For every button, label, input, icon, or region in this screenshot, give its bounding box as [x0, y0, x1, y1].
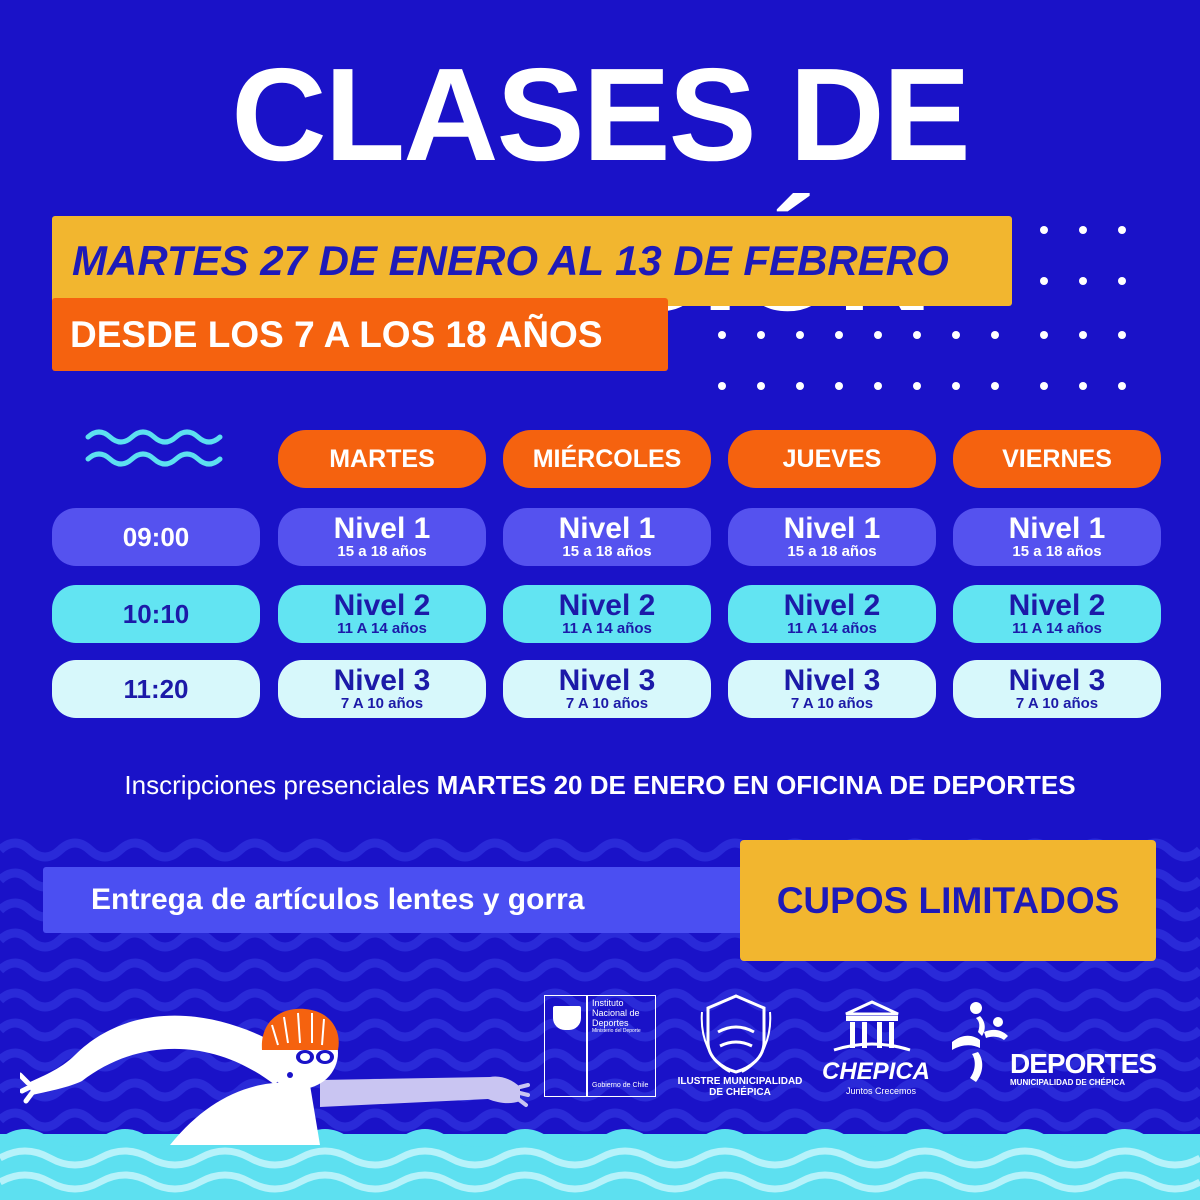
schedule-cell: Nivel 1 15 a 18 años [503, 508, 711, 566]
schedule-cell: Nivel 2 11 A 14 años [953, 585, 1161, 643]
age-range: 15 a 18 años [787, 543, 877, 560]
waves-icon [85, 429, 223, 467]
day-header-miercoles: MIÉRCOLES [503, 430, 711, 488]
swimmer-illustration [20, 1008, 530, 1145]
chepica-temple-icon [833, 1000, 911, 1052]
ind-line1: Instituto [592, 998, 624, 1008]
ind-logo: Instituto Nacional de Deportes Ministeri… [544, 995, 656, 1097]
age-range: 7 A 10 años [790, 695, 874, 712]
age-range: 15 a 18 años [337, 543, 427, 560]
deportes-sub: MUNICIPALIDAD DE CHÉPICA [1010, 1078, 1125, 1087]
age-range: 7 A 10 años [565, 695, 649, 712]
ind-bottom: Gobierno de Chile [592, 1082, 649, 1089]
schedule-cell: Nivel 2 11 A 14 años [728, 585, 936, 643]
schedule-cell: Nivel 2 11 A 14 años [278, 585, 486, 643]
level-label: Nivel 2 [1008, 589, 1106, 622]
age-range: 7 A 10 años [1015, 695, 1099, 712]
schedule-cell: Nivel 1 15 a 18 años [278, 508, 486, 566]
date-banner: MARTES 27 DE ENERO AL 13 DE FEBRERO [52, 216, 1012, 306]
muni-line1: ILUSTRE MUNICIPALIDAD [677, 1076, 803, 1087]
level-label: Nivel 3 [783, 664, 881, 697]
limited-spots-text: CUPOS LIMITADOS [776, 879, 1120, 921]
level-label: Nivel 1 [558, 512, 656, 545]
age-range: 11 A 14 años [337, 620, 427, 637]
level-label: Nivel 2 [558, 589, 656, 622]
limited-spots-banner: CUPOS LIMITADOS [740, 840, 1156, 961]
time-slot-3: 11:20 [52, 660, 260, 718]
day-header-jueves: JUEVES [728, 430, 936, 488]
registration-info: Inscripciones presenciales MARTES 20 DE … [0, 770, 1200, 801]
ind-line4: Ministerio del Deporte [592, 1028, 641, 1034]
delivery-banner: Entrega de artículos lentes y gorra [43, 867, 763, 933]
level-label: Nivel 1 [333, 512, 431, 545]
age-range: 11 A 14 años [562, 620, 652, 637]
chile-shield-icon [553, 1006, 581, 1030]
age-range: 15 a 18 años [562, 543, 652, 560]
age-range: 11 A 14 años [1012, 620, 1102, 637]
age-range: 15 a 18 años [1012, 543, 1102, 560]
level-label: Nivel 3 [1008, 664, 1106, 697]
age-range: 11 A 14 años [787, 620, 877, 637]
municipal-crest-icon [700, 994, 772, 1074]
schedule-cell: Nivel 2 11 A 14 años [503, 585, 711, 643]
level-label: Nivel 3 [558, 664, 656, 697]
day-header-martes: MARTES [278, 430, 486, 488]
municipal-name: ILUSTRE MUNICIPALIDAD DE CHÉPICA [660, 1076, 820, 1098]
time-slot-1: 09:00 [52, 508, 260, 566]
level-label: Nivel 2 [333, 589, 431, 622]
age-banner: DESDE LOS 7 A LOS 18 AÑOS [52, 298, 668, 371]
level-label: Nivel 1 [783, 512, 881, 545]
schedule-cell: Nivel 1 15 a 18 años [953, 508, 1161, 566]
schedule-cell: Nivel 1 15 a 18 años [728, 508, 936, 566]
level-label: Nivel 2 [783, 589, 881, 622]
age-banner-text: DESDE LOS 7 A LOS 18 AÑOS [70, 314, 603, 355]
ind-line3: Deportes [592, 1018, 629, 1028]
dot-grid-decoration [718, 226, 1126, 390]
level-label: Nivel 3 [333, 664, 431, 697]
level-label: Nivel 1 [1008, 512, 1106, 545]
delivery-text: Entrega de artículos lentes y gorra [91, 883, 585, 916]
ind-line2: Nacional de [592, 1008, 640, 1018]
water-waves [0, 1129, 1200, 1200]
time-slot-2: 10:10 [52, 585, 260, 643]
age-range: 7 A 10 años [340, 695, 424, 712]
date-banner-text: MARTES 27 DE ENERO AL 13 DE FEBRERO [72, 237, 949, 284]
day-header-viernes: VIERNES [953, 430, 1161, 488]
muni-line2: DE CHÉPICA [709, 1087, 771, 1098]
deportes-figure-icon [952, 1002, 1008, 1082]
registration-prefix: Inscripciones presenciales [124, 770, 437, 800]
deportes-name: DEPORTES [1010, 1048, 1157, 1079]
chepica-name: CHEPICA [822, 1058, 931, 1085]
chepica-slogan: Juntos Crecemos [846, 1086, 917, 1096]
registration-date: MARTES 20 DE ENERO EN OFICINA DE DEPORTE… [436, 770, 1076, 800]
